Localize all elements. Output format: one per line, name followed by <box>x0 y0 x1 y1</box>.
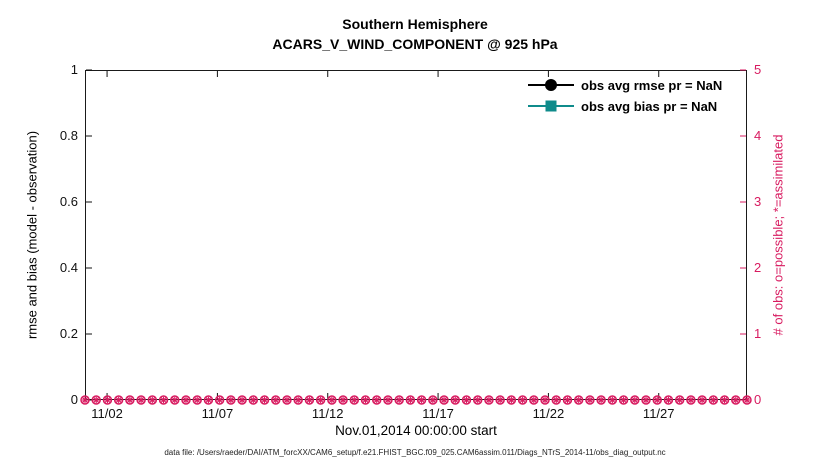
x-tick-label: 11/12 <box>311 406 344 421</box>
legend-entry: obs avg rmse pr = NaN <box>528 77 722 93</box>
left-y-tick-label: 0.6 <box>59 194 78 209</box>
x-axis-label: Nov.01,2014 00:00:00 start <box>335 423 497 438</box>
x-tick-label: 11/22 <box>532 406 565 421</box>
legend: obs avg rmse pr = NaN obs avg bias pr = N… <box>528 77 722 114</box>
left-y-axis-label: rmse and bias (model - observation) <box>24 130 40 340</box>
left-y-tick-label: 0.2 <box>59 326 78 341</box>
right-y-tick-label: 4 <box>754 128 762 143</box>
data-file-path: data file: /Users/raeder/DAI/ATM_forcXX/… <box>164 448 666 457</box>
left-y-tick-label: 0.4 <box>59 260 78 275</box>
right-y-tick-label: 5 <box>754 62 762 77</box>
left-y-tick-label: 0 <box>70 392 78 407</box>
right-y-tick-label: 1 <box>754 326 762 341</box>
line-filled-square-marker-icon <box>528 100 574 112</box>
x-tick-label: 11/17 <box>422 406 454 421</box>
left-y-tick-label: 1 <box>70 62 78 77</box>
right-y-tick-label: 2 <box>754 260 762 275</box>
chart-title: Southern Hemisphere ACARS_V_WIND_COMPONE… <box>0 15 830 54</box>
right-y-axis-label: # of obs: o=possible; *=assimilated <box>770 134 786 336</box>
right-y-tick-label: 3 <box>754 194 762 209</box>
plot-area <box>85 70 747 400</box>
line-filled-circle-marker-icon <box>528 79 574 91</box>
x-tick-label: 11/02 <box>91 406 123 421</box>
x-tick-label: 11/07 <box>201 406 234 421</box>
legend-entry-label: obs avg bias pr = NaN <box>581 98 718 114</box>
legend-entry: obs avg bias pr = NaN <box>528 98 722 114</box>
x-tick-label: 11/27 <box>642 406 675 421</box>
right-y-tick-label: 0 <box>754 392 762 407</box>
legend-entry-label: obs avg rmse pr = NaN <box>581 77 723 93</box>
left-y-tick-label: 0.8 <box>59 128 78 143</box>
chart-title-line2: ACARS_V_WIND_COMPONENT @ 925 hPa <box>272 35 558 52</box>
chart-title-line1: Southern Hemisphere <box>342 16 488 32</box>
